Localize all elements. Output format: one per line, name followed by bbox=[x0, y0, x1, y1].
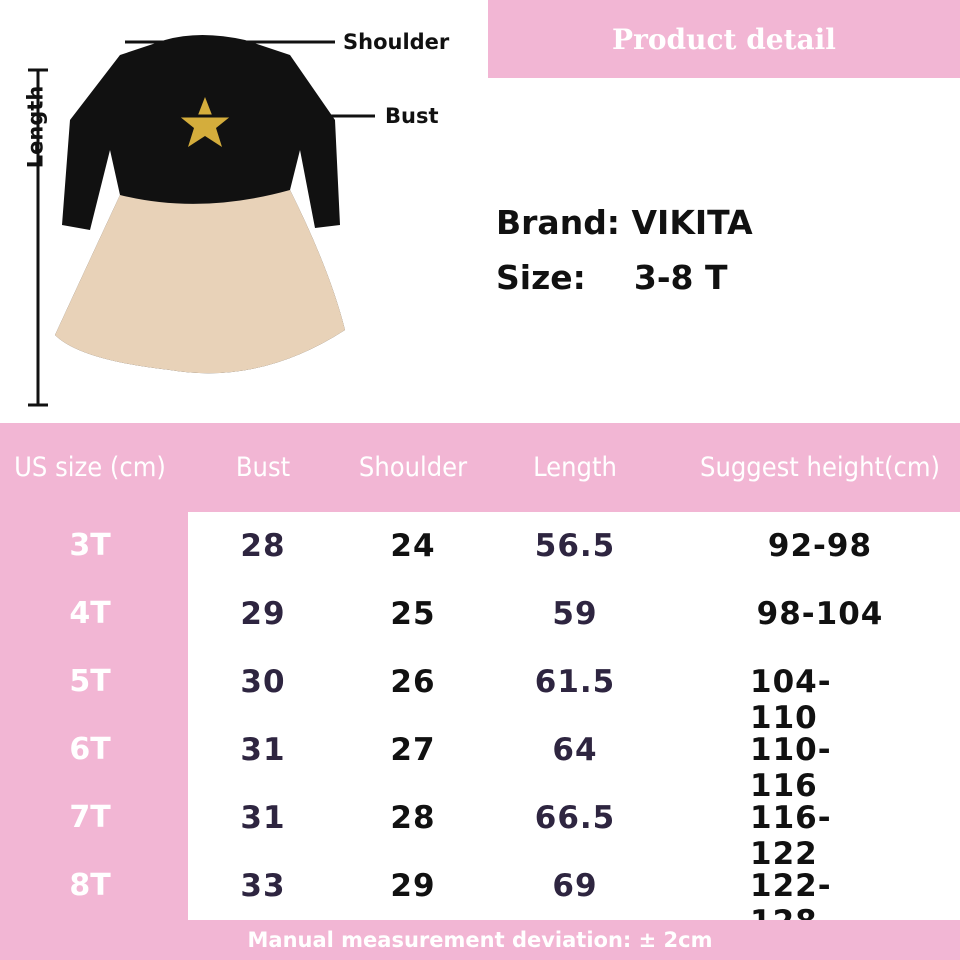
length-label: Length bbox=[23, 85, 48, 169]
value-cell: 66.5 bbox=[534, 800, 616, 836]
brand-label: Brand: bbox=[496, 203, 621, 242]
value-cell: 31 bbox=[240, 732, 286, 768]
size-cell: 8T bbox=[69, 868, 111, 903]
measurement-note: Manual measurement deviation: ± 2cm bbox=[0, 920, 960, 960]
size-value: 3-8 T bbox=[633, 258, 728, 297]
banner-title: Product detail bbox=[612, 22, 836, 56]
header-length: Length bbox=[533, 452, 617, 483]
brand-line: Brand: VIKITA bbox=[496, 203, 753, 242]
header-height: Suggest height(cm) bbox=[700, 452, 940, 483]
value-cell: 28 bbox=[240, 528, 286, 564]
size-line: Size: 3-8 T bbox=[496, 258, 728, 297]
value-cell: 26 bbox=[390, 664, 436, 700]
dress-image bbox=[28, 35, 375, 407]
header-us-size: US size (cm) bbox=[14, 452, 166, 483]
table-row: 5T 30 26 61.5 104-110 bbox=[0, 650, 960, 736]
value-cell: 61.5 bbox=[534, 664, 616, 700]
bust-label: Bust bbox=[385, 104, 439, 128]
size-label: Size: bbox=[496, 258, 586, 297]
value-cell: 116-122 bbox=[750, 800, 832, 872]
value-cell: 30 bbox=[240, 664, 286, 700]
footer-note: Manual measurement deviation: ± 2cm bbox=[247, 928, 713, 952]
header-shoulder: Shoulder bbox=[358, 452, 468, 483]
value-cell: 92-98 bbox=[767, 528, 873, 564]
header-bust: Bust bbox=[235, 452, 291, 483]
brand-value: VIKITA bbox=[631, 203, 753, 242]
shoulder-label: Shoulder bbox=[343, 30, 450, 54]
value-cell: 64 bbox=[552, 732, 598, 768]
size-cell: 7T bbox=[69, 800, 111, 835]
value-cell: 69 bbox=[552, 868, 598, 904]
table-header: US size (cm) Bust Shoulder Length Sugges… bbox=[0, 423, 960, 512]
value-cell: 33 bbox=[240, 868, 286, 904]
value-cell: 25 bbox=[390, 596, 436, 632]
size-cell: 6T bbox=[69, 732, 111, 767]
value-cell: 31 bbox=[240, 800, 286, 836]
value-cell: 27 bbox=[390, 732, 436, 768]
size-column bbox=[0, 512, 188, 920]
value-cell: 59 bbox=[552, 596, 598, 632]
value-cell: 104-110 bbox=[750, 664, 832, 736]
size-cell: 5T bbox=[69, 664, 111, 699]
size-cell: 4T bbox=[69, 596, 111, 631]
table-row: 3T 28 24 56.5 92-98 bbox=[0, 514, 960, 582]
table-row: 7T 31 28 66.5 116-122 bbox=[0, 786, 960, 872]
value-cell: 28 bbox=[390, 800, 436, 836]
table-row: 4T 29 25 59 98-104 bbox=[0, 582, 960, 650]
value-cell: 29 bbox=[240, 596, 286, 632]
value-cell: 29 bbox=[390, 868, 436, 904]
value-cell: 98-104 bbox=[756, 596, 884, 632]
size-cell: 3T bbox=[69, 528, 111, 563]
value-cell: 56.5 bbox=[534, 528, 616, 564]
product-detail-banner: Product detail bbox=[488, 0, 960, 78]
value-cell: 24 bbox=[390, 528, 436, 564]
value-cell: 110-116 bbox=[750, 732, 832, 804]
table-row: 6T 31 27 64 110-116 bbox=[0, 718, 960, 804]
